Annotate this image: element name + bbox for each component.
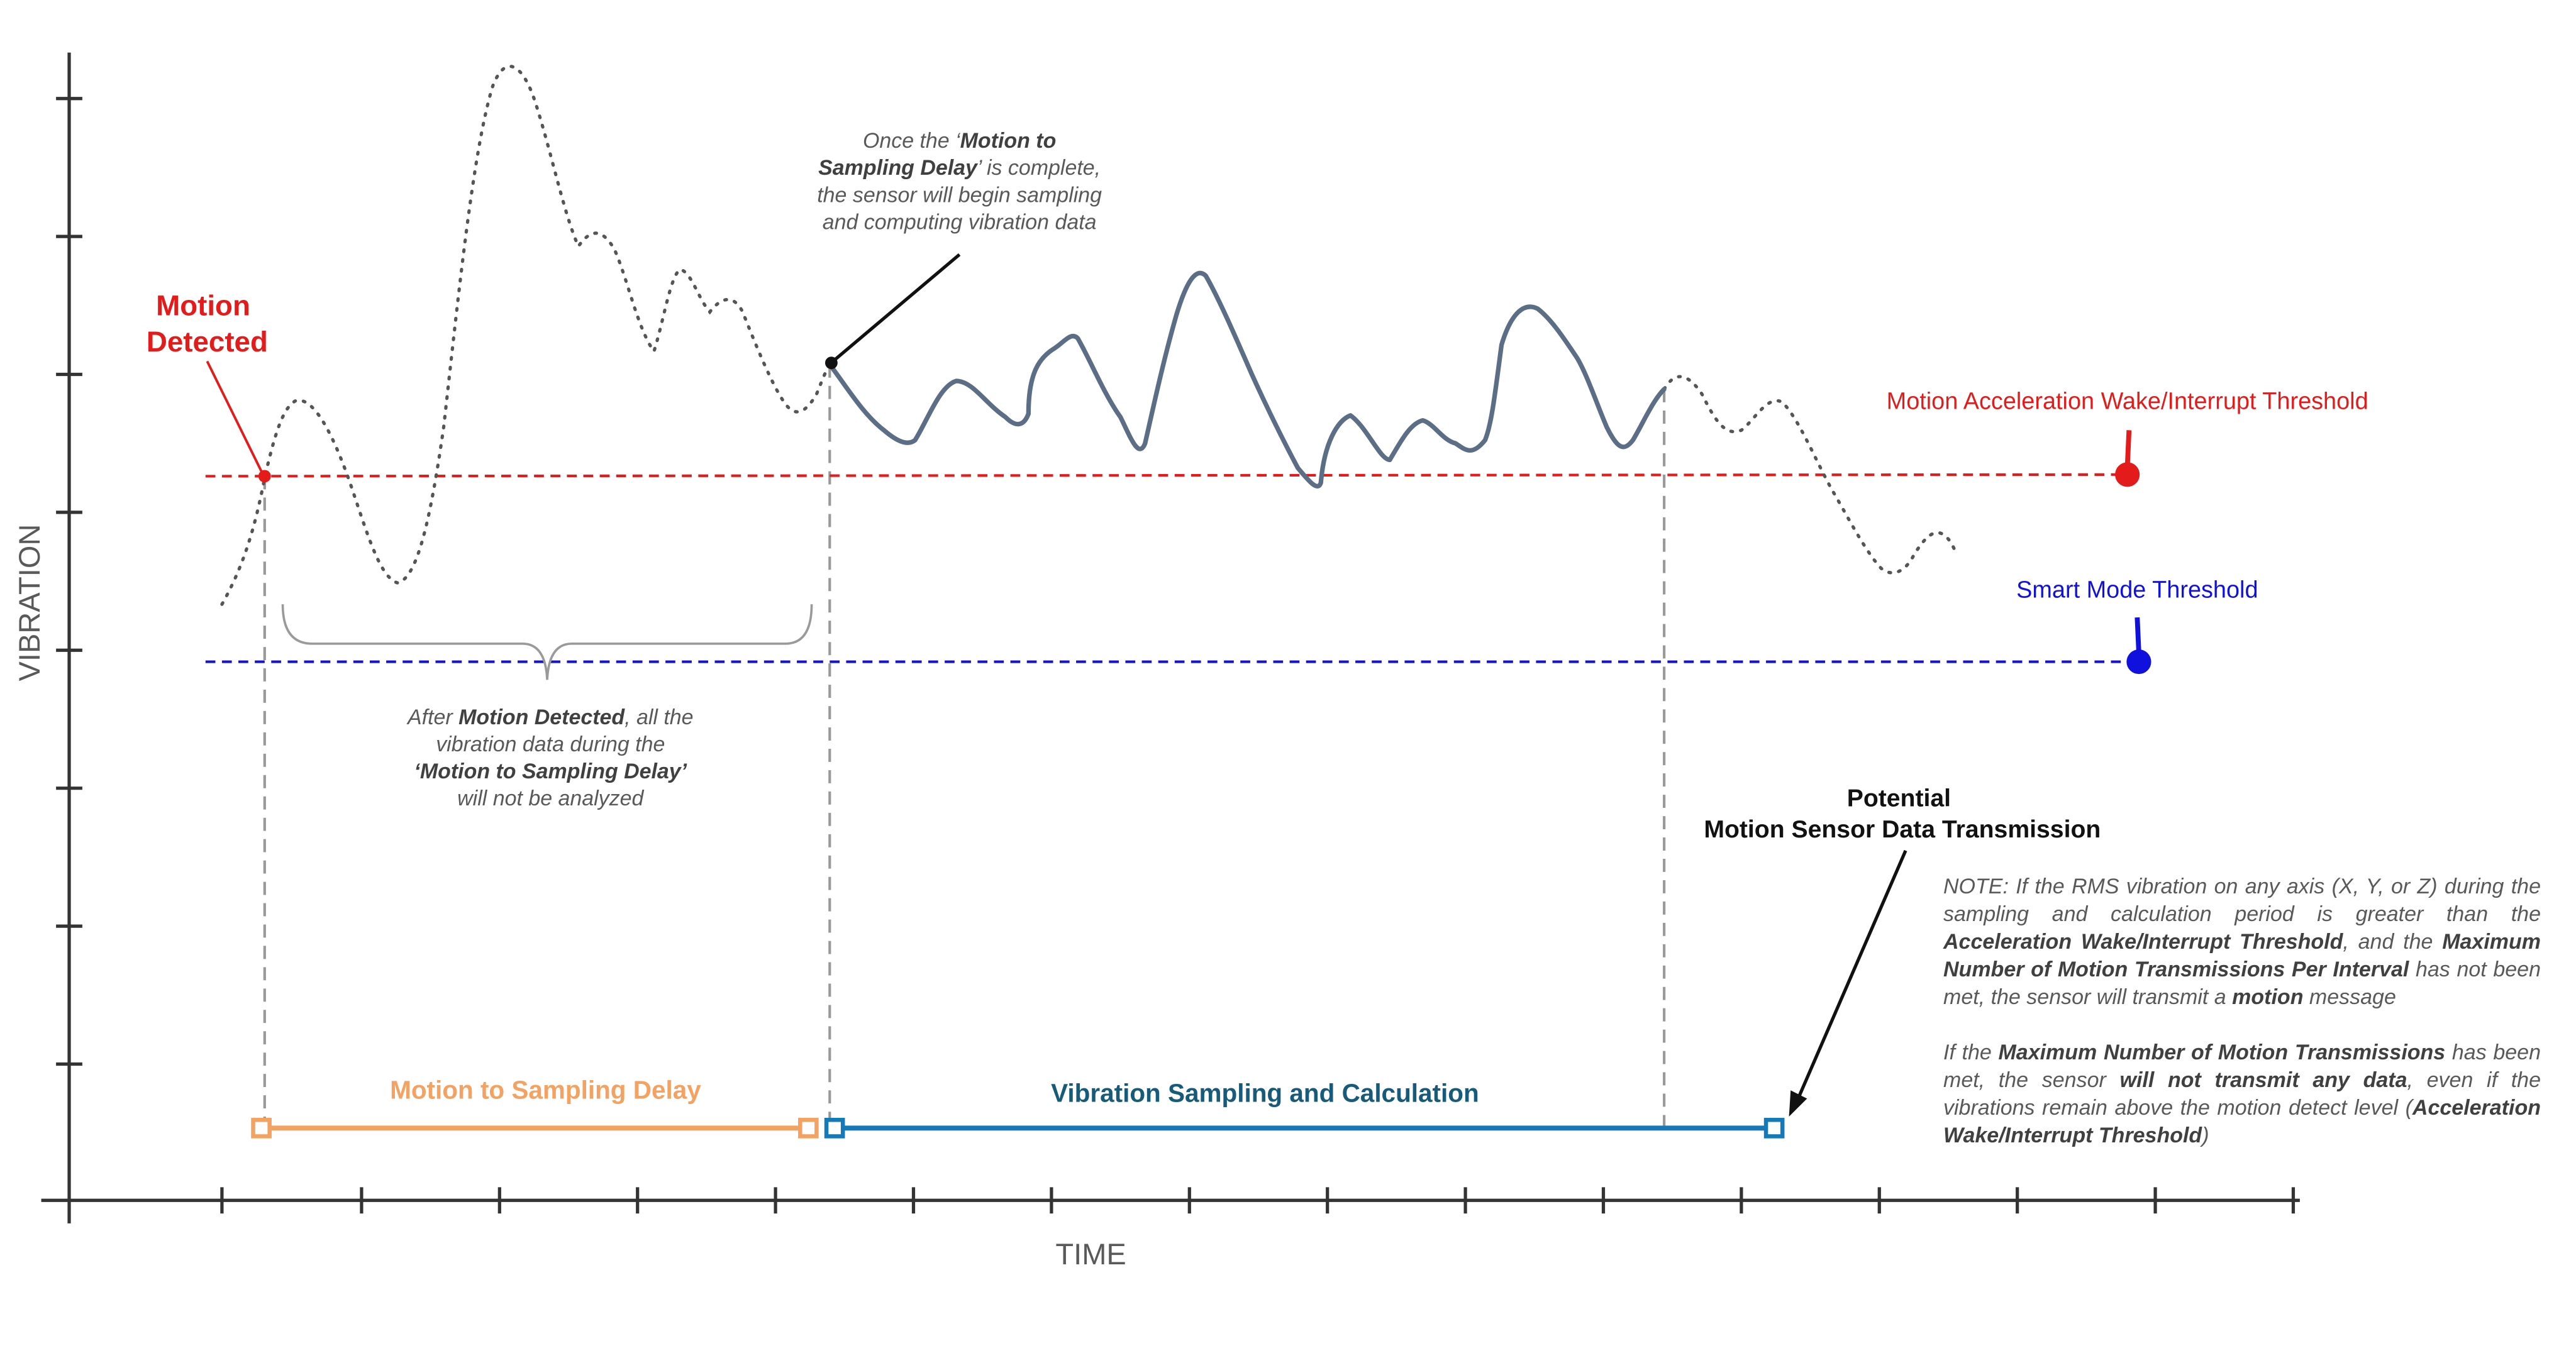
annotation-line: the sensor will begin sampling — [817, 183, 1102, 207]
note-paragraph: NOTE: If the RMS vibration on any axis (… — [1943, 873, 2541, 1011]
sampling-bar-end-marker — [1763, 1118, 1785, 1139]
y-axis-ticks — [56, 97, 82, 1066]
transmission-note: NOTE: If the RMS vibration on any axis (… — [1943, 873, 2541, 1177]
annotation-run: Once the ‘ — [863, 129, 961, 153]
note-run: Acceleration Wake/Interrupt Threshold — [1943, 930, 2343, 954]
note-run: will not transmit any data — [2119, 1068, 2407, 1092]
guide-lines — [263, 364, 1666, 1127]
delay-bar-label: Motion to Sampling Delay — [390, 1075, 701, 1104]
note-run: Maximum Number of Motion Transmissions P… — [1943, 930, 2541, 981]
y-axis-label: VIBRATION — [13, 524, 46, 682]
wake-threshold-label: Motion Acceleration Wake/Interrupt Thres… — [1887, 388, 2368, 414]
note-paragraph: If the Maximum Number of Motion Transmis… — [1943, 1039, 2541, 1149]
motion-detected-line: Detected — [147, 326, 268, 358]
wake-threshold-pointer — [2124, 430, 2132, 466]
delay-annotation: After Motion Detected, all the vibration … — [406, 705, 693, 810]
axes — [41, 52, 2300, 1223]
annotation-run: ’ is complete, — [977, 156, 1101, 180]
smart-threshold-label: Smart Mode Threshold — [2016, 577, 2258, 604]
annotation-run: Sampling Delay — [818, 156, 979, 180]
x-axis-ticks — [220, 1187, 2296, 1214]
annotation-run: and computing vibration data — [823, 210, 1097, 234]
signal-sampling-period — [827, 270, 1667, 489]
wake-threshold-marker — [2115, 462, 2140, 487]
note-run: Acceleration Wake/Interrupt Threshold — [1943, 1096, 2541, 1147]
motion-detected-point — [258, 470, 271, 483]
annotation-run: Motion Detected — [458, 705, 625, 729]
sampling-bar — [824, 1118, 1785, 1139]
annotation-line: will not be analyzed — [457, 787, 644, 810]
note-run: motion — [2232, 985, 2304, 1009]
delay-bar-end-marker — [798, 1118, 819, 1139]
motion-detected-line: Motion — [156, 289, 250, 321]
transmission-pointer — [1797, 849, 1907, 1098]
annotation-line: After Motion Detected, all the — [406, 705, 693, 729]
annotation-run: ‘Motion to Sampling Delay’ — [414, 759, 687, 783]
annotation-line: Sampling Delay’ is complete, — [818, 156, 1101, 180]
x-axis-label: TIME — [1055, 1237, 1126, 1271]
annotation-run: vibration data during the — [436, 732, 665, 756]
signal-pre-sampling — [220, 65, 831, 606]
annotation-line: vibration data during the — [436, 732, 665, 756]
transmission-arrowhead — [1789, 1090, 1807, 1117]
note-run: message — [2303, 985, 2396, 1009]
annotation-line: Once the ‘Motion to — [863, 129, 1056, 153]
note-run: , and the — [2343, 930, 2443, 954]
note-run: , even if the vibrations remain above th… — [1943, 1068, 2541, 1120]
note-run: ) — [2202, 1123, 2209, 1147]
annotation-run: will not be analyzed — [457, 787, 644, 810]
annotation-run: , all the — [625, 705, 693, 729]
transmission-line: Motion Sensor Data Transmission — [1704, 816, 2101, 843]
sampling-start-annotation: Once the ‘Motion to Sampling Delay’ is co… — [817, 129, 1102, 234]
wake-threshold-line — [205, 473, 2128, 478]
transmission-label: Potential Motion Sensor Data Transmissio… — [1704, 785, 2101, 843]
annotation-line: ‘Motion to Sampling Delay’ — [414, 759, 687, 783]
annotation-line: and computing vibration data — [823, 210, 1097, 234]
sampling-start-point — [824, 356, 838, 370]
sampling-bar-start-marker — [824, 1118, 845, 1139]
delay-bar-start-marker — [251, 1118, 272, 1139]
note-run: has been met, the sensor — [1943, 1041, 2541, 1092]
note-run: NOTE: If the RMS vibration on any axis (… — [1943, 875, 2541, 926]
sampling-start-pointer — [831, 253, 961, 363]
note-run: has not been met, the sensor will transm… — [1943, 958, 2541, 1009]
smart-threshold-pointer — [2135, 617, 2141, 654]
sampling-bar-label: Vibration Sampling and Calculation — [1051, 1079, 1479, 1108]
motion-detected-pointer — [206, 360, 264, 475]
annotation-run: the sensor will begin sampling — [817, 183, 1102, 207]
annotation-run: After — [406, 705, 458, 729]
delay-brace — [281, 604, 813, 680]
motion-detected-label: Motion Detected — [147, 289, 268, 357]
transmission-line: Potential — [1847, 785, 1951, 812]
note-run: If the — [1943, 1041, 1999, 1064]
smart-threshold-marker — [2126, 649, 2151, 675]
annotation-run: Motion to — [960, 129, 1057, 153]
signal-post-sampling — [1662, 375, 1958, 575]
delay-bar — [251, 1118, 819, 1139]
note-run: Maximum Number of Motion Transmissions — [1998, 1041, 2446, 1064]
